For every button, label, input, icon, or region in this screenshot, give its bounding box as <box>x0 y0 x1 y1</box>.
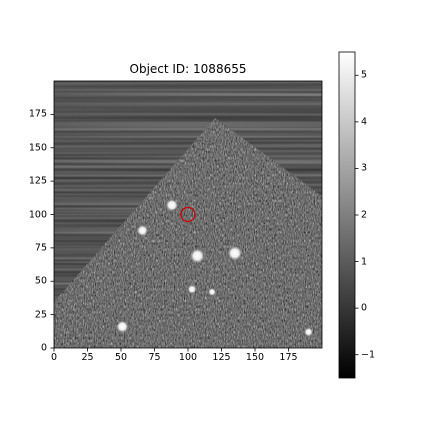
colorbar-tick-label: 0 <box>361 302 368 314</box>
target-marker-circle <box>180 206 196 223</box>
y-tick-label: 175 <box>28 108 47 120</box>
y-tick-label: 50 <box>34 275 47 287</box>
colorbar-tick-label: 2 <box>361 209 368 221</box>
bright-source <box>187 284 197 294</box>
bright-source <box>189 248 205 264</box>
bright-source <box>208 288 217 296</box>
x-tick-label: 75 <box>148 352 161 363</box>
cutout-image <box>54 81 322 348</box>
colorbar-tick-label: −1 <box>361 349 376 361</box>
x-tick-label: 50 <box>114 352 128 363</box>
bright-source <box>227 245 243 261</box>
y-tick-label: 100 <box>28 209 47 220</box>
x-tick-label: 100 <box>178 352 198 363</box>
figure-title: Object ID: 1088655 <box>129 62 247 76</box>
colorbar-tick-label: 5 <box>361 69 368 81</box>
x-tick-label: 150 <box>245 352 265 363</box>
bright-source <box>304 327 314 337</box>
y-tick-label: 0 <box>40 342 47 354</box>
bright-source <box>165 198 179 212</box>
bright-source <box>116 320 129 333</box>
bright-source <box>136 224 149 237</box>
colorbar-tick-label: 4 <box>361 116 368 128</box>
colorbar-tick-label: 3 <box>361 162 368 174</box>
x-tick-label: 25 <box>81 352 94 363</box>
y-tick-label: 125 <box>28 175 47 187</box>
x-tick-label: 125 <box>212 352 231 363</box>
y-tick-label: 25 <box>34 309 47 321</box>
x-tick-label: 0 <box>50 352 58 363</box>
y-tick-label: 75 <box>34 242 47 254</box>
colorbar-tick-label: 1 <box>361 256 368 268</box>
bright-sources <box>116 198 314 337</box>
colorbar <box>338 51 356 379</box>
x-tick-label: 175 <box>279 352 298 363</box>
y-tick-label: 150 <box>28 142 47 154</box>
